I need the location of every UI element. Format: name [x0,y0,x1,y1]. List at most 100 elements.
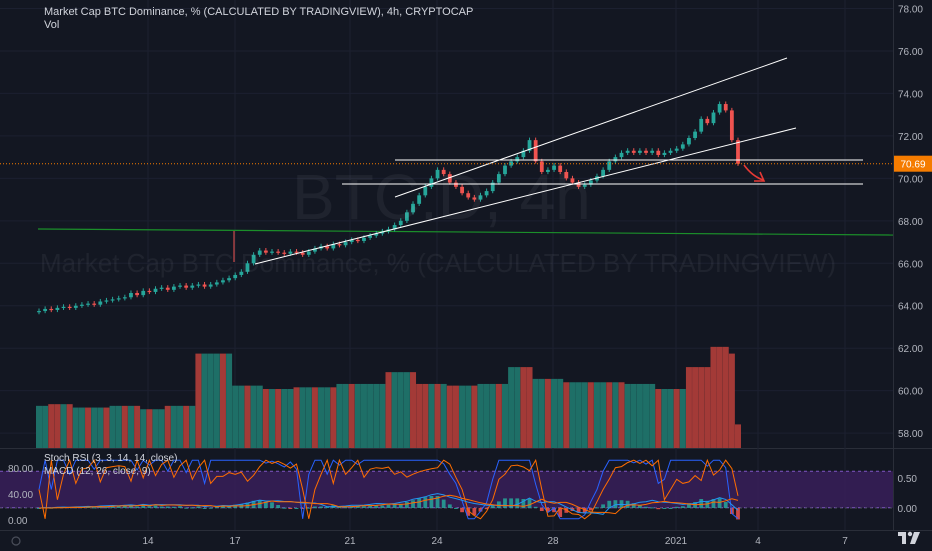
volume-bar [42,405,49,448]
channel-lower-trendline [254,127,797,265]
macd-histogram-bar [637,505,642,508]
macd-histogram-bar [184,507,189,509]
candle-body [582,184,587,187]
volume-label[interactable]: Vol [44,19,60,31]
candle-body [141,290,146,296]
volume-bar [354,383,361,448]
volume-bar [238,385,245,448]
candle-body [552,165,556,170]
volume-bar [685,367,692,448]
macd-histogram-bar [539,508,544,511]
time-axis-label: 14 [142,536,154,547]
candle-body [288,251,293,254]
candle-body [294,251,299,253]
chart-title[interactable]: Market Cap BTC Dominance, % (CALCULATED … [44,6,474,18]
volume-bar [452,385,459,448]
volume-bar [704,367,711,448]
macd-label[interactable]: MACD (12, 26, close, 9) [44,466,151,477]
volume-bar [710,346,717,448]
macd-histogram-bar [349,506,354,508]
macd-histogram-bar [558,508,563,517]
volume-bar [649,383,656,448]
macd-histogram-bar [447,504,452,508]
settings-gear-icon [11,536,21,546]
candle-body [478,195,483,200]
volume-bar [268,389,276,448]
candle-body [484,191,489,196]
candle-body [104,300,109,302]
volume-bar [97,407,104,448]
volume-bar [219,353,226,448]
candle-body [214,282,219,285]
candle-body [251,254,256,264]
macd-histogram-bar [135,506,140,508]
candle-body [92,303,97,305]
candle-body [411,203,415,213]
candle-body [73,305,78,308]
macd-histogram-bar [656,508,661,510]
macd-histogram-bar [411,500,415,508]
macd-histogram-bar [527,498,532,508]
stoch-rsi-label[interactable]: Stoch RSI (3, 3, 14, 14, close) [44,453,178,464]
candle-body [546,169,550,172]
candle-body [564,171,569,179]
volume-bar [348,383,355,448]
candle-body [355,239,360,242]
candle-body [693,131,697,139]
volume-bar [440,383,447,448]
volume-bar [183,405,190,448]
macd-histogram-bar [202,508,207,509]
volume-bar [373,383,380,448]
macd-histogram-bar [110,506,115,508]
candle-body [178,285,182,287]
candle-body [717,104,722,113]
candle-body [429,178,434,187]
macd-histogram-bar [674,506,679,508]
time-axis-label: 24 [431,536,443,547]
volume-bar [692,367,699,448]
candle-body [171,286,176,290]
volume-bar [379,383,386,448]
candle-body [625,150,630,153]
candle-body [392,225,397,230]
price-axis-label: 68.00 [898,217,923,228]
channel-upper-trendline [394,57,788,198]
stoch-rsi-band [0,471,893,508]
candle-body [116,298,121,300]
candle-body [521,150,526,158]
volume-bar [477,383,484,448]
candle-body [147,290,152,293]
tradingview-logo-icon[interactable] [896,526,926,546]
macd-histogram-bar [509,498,514,508]
price-axis-label: 66.00 [898,259,923,270]
macd-histogram-bar [515,498,520,508]
candle-body [300,252,305,255]
volume-bar [324,387,331,448]
stoch-axis-label: 80.00 [8,464,33,475]
candle-body [447,174,452,183]
macd-histogram-bar [546,508,550,512]
candle-body [184,285,189,288]
macd-histogram-bar [435,496,440,508]
volume-bar [164,405,171,448]
volume-bar [557,378,564,448]
candle-body [190,285,195,288]
volume-bar [551,378,558,448]
volume-bar [121,405,128,448]
volume-bar [140,409,147,448]
candle-body [368,235,373,238]
macd-histogram-bar [423,497,428,508]
volume-bar [514,367,521,448]
volume-bar [103,407,110,448]
candle-body [202,284,207,287]
candle-body [86,303,90,305]
macd-histogram-bar [386,504,391,508]
macd-histogram-bar [595,507,599,509]
volume-bar [489,383,496,448]
macd-histogram-bar [319,506,323,508]
macd-histogram-bar [472,508,477,516]
candle-body [67,306,72,309]
volume-bar [158,409,165,448]
candle-body [98,301,103,305]
